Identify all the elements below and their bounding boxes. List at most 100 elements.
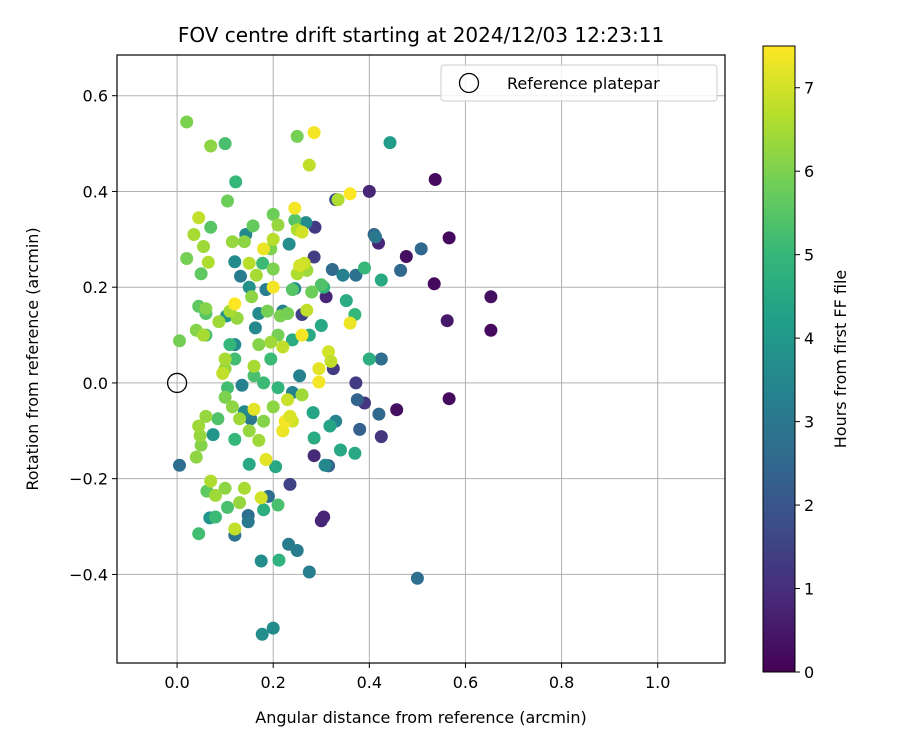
data-point: [440, 314, 454, 328]
data-point: [254, 554, 268, 568]
y-tick-label: 0.6: [83, 87, 108, 106]
data-point: [199, 409, 213, 423]
data-point: [307, 126, 321, 140]
legend-box: [440, 64, 718, 102]
data-point: [293, 369, 307, 383]
data-point: [307, 250, 321, 264]
data-point: [218, 137, 232, 151]
data-point: [336, 268, 350, 282]
data-point: [293, 259, 307, 273]
data-point: [257, 242, 271, 256]
data-point: [192, 419, 206, 433]
data-point: [209, 488, 222, 502]
data-point: [206, 428, 220, 442]
colorbar-tick-label: 2: [804, 496, 814, 515]
data-point: [242, 256, 256, 270]
data-point: [295, 328, 309, 342]
data-point: [257, 376, 271, 390]
data-point: [390, 403, 404, 417]
data-point: [306, 406, 320, 420]
data-point: [252, 433, 266, 447]
colorbar-tick-label: 1: [804, 580, 814, 599]
data-point: [242, 424, 256, 438]
data-point: [237, 235, 251, 249]
data-point: [201, 255, 215, 269]
data-point: [266, 400, 280, 414]
data-point: [295, 388, 309, 402]
data-point: [312, 362, 326, 376]
data-point: [383, 136, 397, 150]
data-point: [334, 443, 347, 457]
x-tick-label: 0.8: [549, 673, 574, 692]
data-point: [276, 340, 290, 354]
data-point: [248, 321, 262, 335]
data-point: [218, 390, 232, 404]
data-point: [221, 500, 234, 514]
data-point: [255, 627, 269, 641]
data-point: [223, 338, 237, 352]
data-point: [271, 381, 285, 395]
colorbar: [762, 45, 796, 673]
x-tick-label: 0.2: [260, 673, 285, 692]
data-point: [242, 457, 256, 471]
data-point: [324, 354, 338, 368]
legend: Reference platepar: [440, 64, 718, 102]
grid-lines: [117, 55, 725, 663]
x-tick-label: 0.0: [164, 673, 189, 692]
reference-marker-layer: [166, 372, 188, 394]
data-point: [394, 263, 408, 277]
data-point: [247, 359, 261, 373]
data-point: [229, 175, 243, 189]
y-tick-label: 0.2: [83, 278, 108, 297]
data-point: [331, 193, 345, 207]
data-point: [189, 450, 203, 464]
data-point: [212, 315, 226, 329]
data-point: [216, 366, 230, 380]
x-axis-label: Angular distance from reference (arcmin): [255, 708, 586, 727]
data-point: [362, 352, 376, 366]
data-point: [266, 262, 280, 276]
data-point: [204, 220, 218, 234]
data-point: [300, 303, 314, 317]
data-point: [290, 544, 304, 557]
data-point: [314, 278, 328, 292]
data-point: [318, 458, 332, 472]
colorbar-label: Hours from first FF file: [831, 270, 850, 449]
data-point: [349, 376, 363, 390]
data-point: [225, 235, 239, 249]
data-point: [288, 201, 302, 215]
data-point: [343, 316, 357, 330]
data-point: [197, 240, 210, 253]
data-point: [257, 503, 271, 517]
data-point: [283, 477, 297, 491]
y-axis-ticks: −0.4 −0.2 0.0 0.2 0.4 0.6: [69, 87, 117, 584]
data-point: [369, 230, 383, 244]
data-point: [362, 184, 376, 198]
data-point: [428, 173, 442, 186]
data-point: [302, 565, 316, 579]
y-tick-label: 0.0: [83, 374, 108, 393]
data-point: [285, 283, 299, 297]
colorbar-ticks: 0 1 2 3 4 5 6 7: [795, 79, 814, 682]
y-tick-label: −0.4: [69, 565, 108, 584]
data-point: [204, 474, 218, 488]
data-point: [302, 158, 316, 172]
y-tick-label: −0.2: [69, 470, 108, 489]
data-point: [348, 446, 362, 460]
data-point: [199, 302, 213, 316]
legend-marker-open-circle: [458, 72, 480, 94]
data-point: [323, 419, 337, 433]
data-point: [372, 407, 386, 421]
data-point: [225, 400, 239, 414]
colorbar-tick-label: 3: [804, 413, 814, 432]
data-point: [427, 277, 441, 291]
colorbar-tick-label: 4: [804, 329, 814, 348]
data-point: [247, 402, 261, 416]
data-point: [374, 352, 388, 366]
data-point: [314, 319, 328, 332]
data-point: [282, 237, 296, 251]
data-point: [180, 115, 194, 129]
colorbar-tick-label: 6: [804, 162, 814, 181]
data-point: [264, 352, 278, 366]
data-point: [312, 375, 326, 389]
